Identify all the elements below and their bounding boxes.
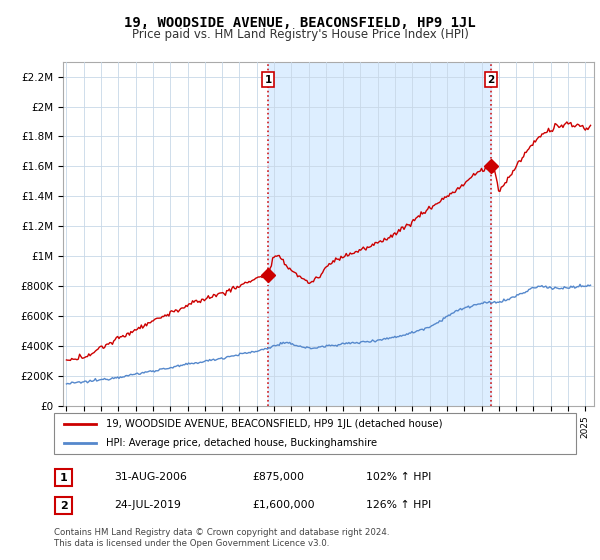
Text: £875,000: £875,000 <box>252 472 304 482</box>
Text: 19, WOODSIDE AVENUE, BEACONSFIELD, HP9 1JL (detached house): 19, WOODSIDE AVENUE, BEACONSFIELD, HP9 1… <box>106 419 443 429</box>
FancyBboxPatch shape <box>54 413 576 454</box>
Text: £1,600,000: £1,600,000 <box>252 500 314 510</box>
FancyBboxPatch shape <box>55 469 72 486</box>
Text: 24-JUL-2019: 24-JUL-2019 <box>114 500 181 510</box>
Text: 2: 2 <box>60 501 67 511</box>
Text: 126% ↑ HPI: 126% ↑ HPI <box>366 500 431 510</box>
Text: 102% ↑ HPI: 102% ↑ HPI <box>366 472 431 482</box>
Text: 2: 2 <box>487 74 495 85</box>
Text: HPI: Average price, detached house, Buckinghamshire: HPI: Average price, detached house, Buck… <box>106 438 377 447</box>
Text: 31-AUG-2006: 31-AUG-2006 <box>114 472 187 482</box>
Text: Price paid vs. HM Land Registry's House Price Index (HPI): Price paid vs. HM Land Registry's House … <box>131 28 469 41</box>
FancyBboxPatch shape <box>55 497 72 514</box>
Bar <box>268 62 491 406</box>
Text: 1: 1 <box>60 473 67 483</box>
Text: 19, WOODSIDE AVENUE, BEACONSFIELD, HP9 1JL: 19, WOODSIDE AVENUE, BEACONSFIELD, HP9 1… <box>124 16 476 30</box>
Text: 1: 1 <box>265 74 272 85</box>
Text: Contains HM Land Registry data © Crown copyright and database right 2024.
This d: Contains HM Land Registry data © Crown c… <box>54 528 389 548</box>
